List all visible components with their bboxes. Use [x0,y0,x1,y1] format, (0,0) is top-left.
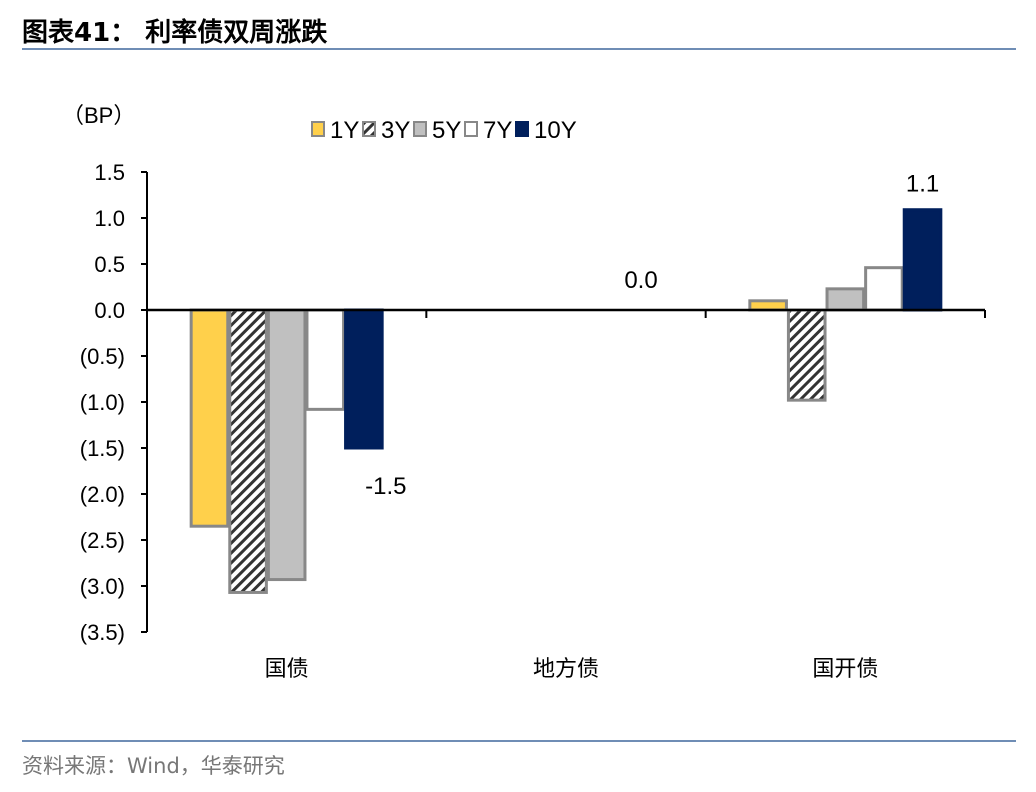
data-label: -1.5 [365,473,406,500]
y-axis-label: （BP） [62,103,135,128]
y-tick-label: 1.5 [94,160,125,185]
bar-7Y-2 [864,266,904,312]
y-tick-label: 0.5 [94,252,125,277]
legend-swatch-5Y [413,121,427,137]
legend-swatch-10Y [515,121,529,137]
y-tick-label: (0.5) [80,344,125,369]
legend-swatch-7Y [464,121,478,137]
y-tick-label: 0.0 [94,298,125,323]
source-note: 资料来源：Wind，华泰研究 [22,754,285,778]
bar-7Y-0 [305,308,346,411]
legend-swatch-1Y [311,121,325,137]
y-tick-label: (3.5) [80,620,125,645]
data-label: 1.1 [906,171,939,198]
chart-title: 图表41： 利率债双周涨跌 [22,18,328,48]
source-divider [22,740,1016,742]
legend-swatch-3Y [362,121,376,137]
bar-1Y-0 [189,308,230,528]
bar-10Y-0 [344,308,384,450]
bar-1Y-2 [748,299,788,312]
legend-label: 1Y [330,117,359,144]
bar-5Y-2 [825,287,866,312]
legend-label: 3Y [381,117,410,144]
data-label: 0.0 [624,267,657,294]
x-tick-label: 国债 [265,656,309,681]
legend-label: 7Y [483,117,512,144]
y-tick-label: (3.0) [80,574,125,599]
legend-label: 10Y [534,117,577,144]
x-tick-label: 国开债 [812,656,878,681]
bar-10Y-2 [902,208,943,312]
y-tick-label: (2.0) [80,482,125,507]
y-tick-label: 1.0 [94,206,125,231]
bar-5Y-0 [266,308,307,582]
legend-label: 5Y [432,117,461,144]
bar-3Y-0 [228,308,268,594]
bar-3Y-2 [786,308,827,402]
y-tick-label: (1.5) [80,436,125,461]
y-tick-label: (1.0) [80,390,125,415]
title-divider [22,48,1016,50]
x-tick-label: 地方债 [533,656,599,681]
y-tick-label: (2.5) [80,528,125,553]
